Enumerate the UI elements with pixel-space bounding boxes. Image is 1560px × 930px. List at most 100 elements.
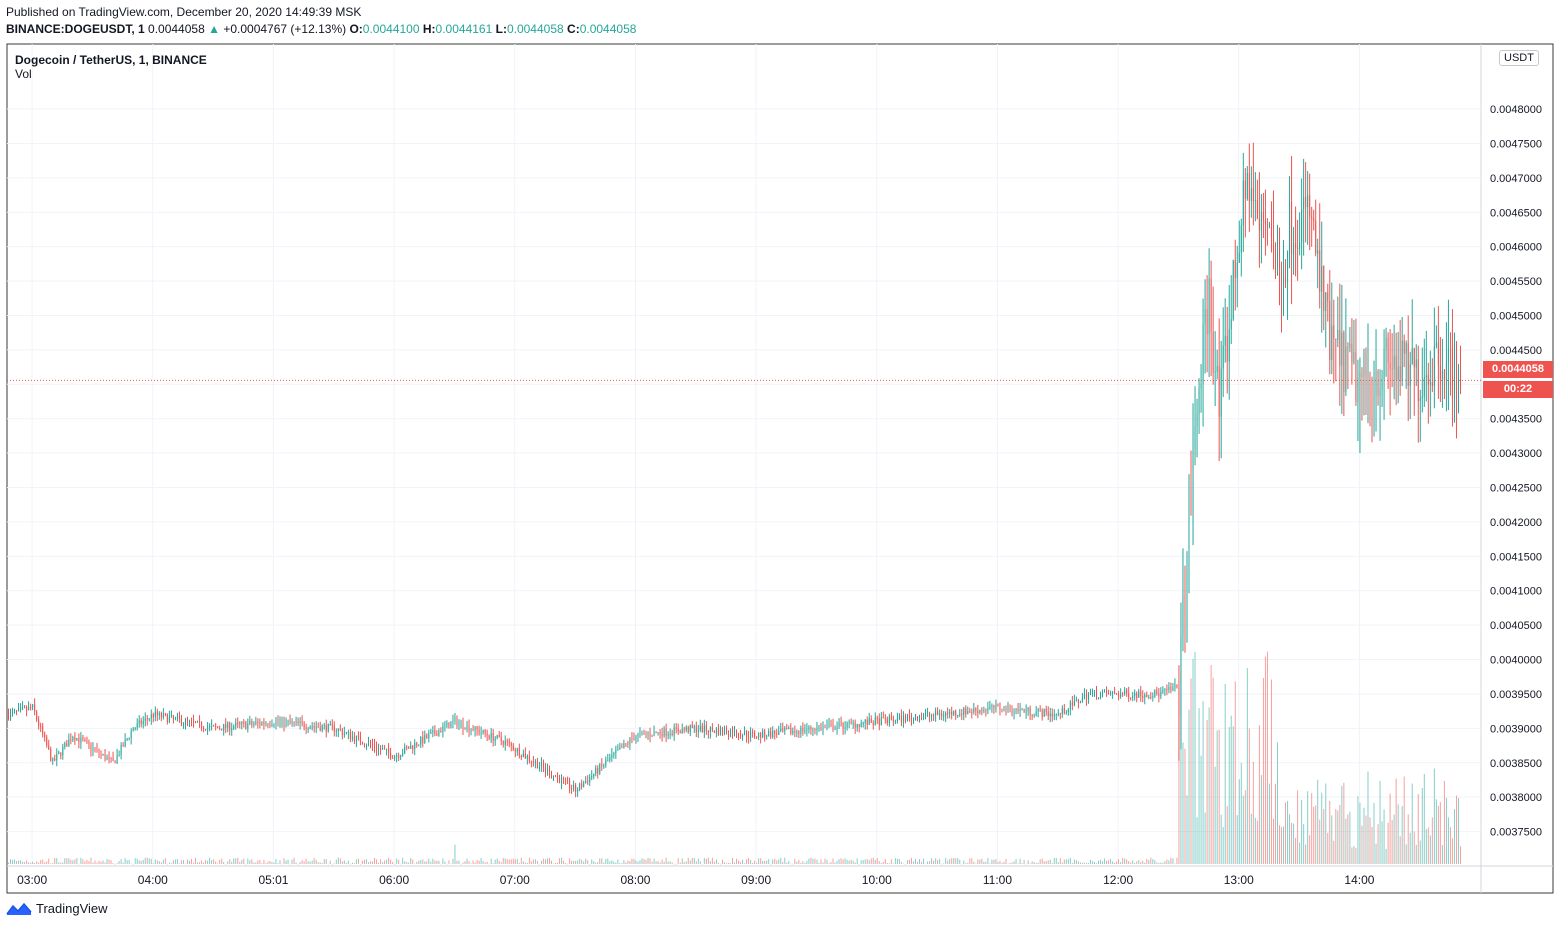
candle-body xyxy=(1216,365,1218,372)
y-tick-label: 0.0043000 xyxy=(1490,448,1542,460)
volume-bar xyxy=(416,861,418,864)
candle-body xyxy=(953,710,955,715)
candle-body xyxy=(414,742,416,749)
volume-bar xyxy=(410,857,412,864)
candle-body xyxy=(607,760,609,762)
volume-bar xyxy=(695,861,697,864)
volume-bar xyxy=(78,863,80,865)
candle-body xyxy=(1281,297,1283,315)
candle-body xyxy=(191,720,193,722)
candle-body xyxy=(78,738,80,743)
candle-body xyxy=(518,748,520,756)
candle-body xyxy=(927,712,929,715)
candle-body xyxy=(985,710,987,712)
volume-bar xyxy=(54,858,56,864)
volume-bar xyxy=(195,857,197,864)
candle-body xyxy=(408,747,410,749)
candle-body xyxy=(854,722,856,728)
candle-body xyxy=(1460,365,1461,381)
volume-bar xyxy=(458,860,460,864)
volume-bar xyxy=(102,860,104,864)
candle-body xyxy=(1351,343,1353,363)
candle-body xyxy=(816,727,818,732)
candle-body xyxy=(1120,693,1122,697)
volume-bar xyxy=(723,862,725,864)
volume-bar xyxy=(886,863,888,864)
candle-body xyxy=(675,727,677,729)
volume-bar xyxy=(655,861,657,864)
candle-body xyxy=(333,725,335,732)
volume-bar xyxy=(476,859,478,864)
volume-bar xyxy=(1250,813,1252,864)
candle-body xyxy=(949,711,951,714)
candle-body xyxy=(299,721,301,724)
volume-bar xyxy=(197,862,199,864)
volume-bar xyxy=(408,862,410,864)
candle-body xyxy=(689,725,691,733)
candle-body xyxy=(565,779,567,781)
volume-bar xyxy=(888,863,890,864)
volume-bar xyxy=(1093,861,1095,864)
candle-body xyxy=(1047,711,1049,717)
volume-bar xyxy=(569,858,571,864)
volume-bar xyxy=(106,859,108,864)
candle-body xyxy=(561,777,563,783)
currency-badge[interactable]: USDT xyxy=(1499,50,1539,66)
candle-body xyxy=(376,747,378,750)
volume-bar xyxy=(223,861,225,864)
volume-bar xyxy=(854,862,856,864)
candle-body xyxy=(1341,332,1343,366)
volume-bar xyxy=(277,863,279,864)
volume-bar xyxy=(1307,791,1309,864)
volume-bar xyxy=(983,861,985,864)
candle-body xyxy=(1057,713,1059,715)
candle-body xyxy=(945,713,947,716)
volume-bar xyxy=(1021,863,1023,864)
candle-body xyxy=(466,725,468,730)
volume-bar xyxy=(1053,857,1055,864)
published-line: Published on TradingView.com, December 2… xyxy=(6,5,362,19)
volume-bar xyxy=(727,862,729,864)
volume-bar xyxy=(1192,658,1194,864)
volume-bar xyxy=(923,858,925,864)
volume-bar xyxy=(1433,768,1435,864)
volume-bar xyxy=(120,859,122,864)
footer-brand[interactable]: TradingView xyxy=(6,901,108,916)
candle-body xyxy=(842,722,844,729)
candle-body xyxy=(369,742,371,745)
candle-body xyxy=(742,735,744,737)
volume-bar xyxy=(490,858,492,864)
candle-body xyxy=(1204,308,1206,325)
candle-body xyxy=(365,745,367,747)
volume-bar xyxy=(750,859,752,864)
volume-bar xyxy=(1102,861,1104,864)
candle-body xyxy=(931,715,933,717)
candle-body xyxy=(1194,426,1196,450)
volume-bar xyxy=(1069,857,1071,864)
volume-bar xyxy=(378,862,380,864)
volume-bar xyxy=(319,862,321,864)
volume-bar xyxy=(369,861,371,864)
volume-bar xyxy=(898,859,900,864)
candle-body xyxy=(908,715,910,717)
candle-body xyxy=(1333,325,1335,339)
volume-bar xyxy=(921,861,923,864)
volume-bar xyxy=(88,861,90,864)
volume-bar xyxy=(1079,862,1081,864)
candle-body xyxy=(199,720,201,722)
y-tick-label: 0.0045000 xyxy=(1490,310,1542,322)
volume-bar xyxy=(136,858,138,864)
candle-body xyxy=(828,724,830,726)
candle-body xyxy=(349,732,351,739)
y-tick-label: 0.0042000 xyxy=(1490,517,1542,529)
candle-body xyxy=(569,780,571,789)
volume-bar xyxy=(357,858,359,864)
volume-bar xyxy=(786,862,788,864)
volume-bar xyxy=(629,861,631,864)
candle-body xyxy=(780,728,782,731)
volume-bar xyxy=(665,857,667,864)
volume-bar xyxy=(645,859,647,864)
candle-body xyxy=(844,727,846,729)
volume-bar xyxy=(148,858,150,864)
